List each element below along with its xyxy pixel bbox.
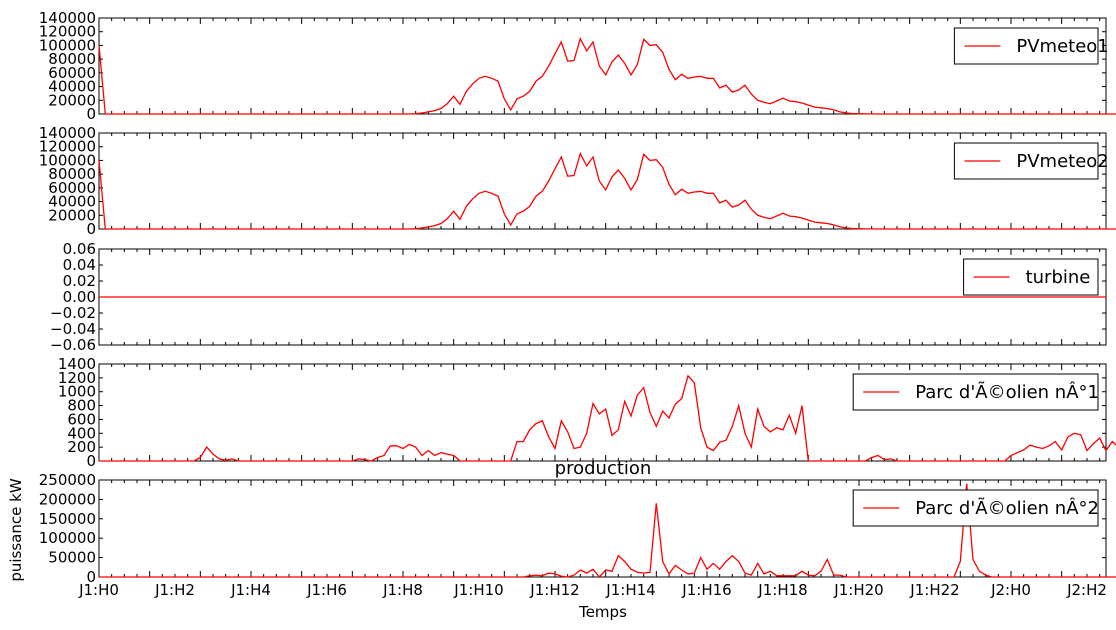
x-tick-label: J1:H22: [909, 581, 959, 599]
x-tick-label: J1:H20: [833, 581, 883, 599]
y-tick-label: 0.02: [63, 272, 96, 290]
x-tick-label: J1:H0: [78, 581, 119, 599]
legend-label: Parc d'Ã©olien nÂ°2: [915, 497, 1099, 519]
x-tick-label: J2:H2: [1066, 581, 1107, 599]
x-tick-label: J1:H18: [757, 581, 807, 599]
panel-2-frame: [98, 132, 1107, 230]
y-tick-label: 100000: [39, 36, 96, 54]
y-tick-label: 0: [86, 452, 96, 470]
y-tick-label: 20000: [48, 91, 96, 109]
y-tick-label: 0.00: [63, 288, 96, 306]
series-line-5: [99, 483, 1116, 578]
y-tick-label: 1400: [58, 355, 96, 373]
y-tick-label: 0.04: [63, 256, 96, 274]
chart-title: production: [555, 458, 652, 479]
y-tick-label: 800: [67, 397, 96, 415]
panel-1-frame: [98, 17, 1107, 115]
x-tick-label: J1:H4: [230, 581, 271, 599]
y-tick-label: 40000: [48, 78, 96, 96]
y-tick-label: 80000: [48, 50, 96, 68]
y-tick-label: 0: [86, 105, 96, 123]
y-tick-label: 0: [86, 568, 96, 586]
x-tick-label: J1:H10: [453, 581, 503, 599]
x-tick-label: J2:H0: [990, 581, 1031, 599]
y-tick-label: 600: [67, 410, 96, 428]
y-tick-label: 140000: [39, 124, 96, 142]
x-tick-label: J1:H14: [605, 581, 655, 599]
y-tick-label: 140000: [39, 9, 96, 27]
x-tick-label: J1:H8: [382, 581, 423, 599]
y-tick-label: 60000: [48, 64, 96, 82]
y-tick-label: 1200: [58, 369, 96, 387]
panel-5-frame: [98, 479, 1107, 578]
y-tick-label: 20000: [48, 206, 96, 224]
y-tick-label: 150000: [39, 510, 96, 528]
y-tick-label: 1000: [58, 383, 96, 401]
y-tick-label: −0.06: [50, 336, 96, 354]
x-axis-label: Temps: [578, 603, 627, 621]
y-tick-label: 100000: [39, 151, 96, 169]
legend-label: Parc d'Ã©olien nÂ°1: [915, 381, 1099, 403]
series-line-4: [99, 374, 1116, 462]
y-tick-label: −0.04: [50, 320, 96, 338]
y-tick-label: −0.02: [50, 304, 96, 322]
y-tick-label: 50000: [48, 549, 96, 567]
legend-label: PVmeteo1: [1016, 36, 1108, 57]
panel-4-frame: [98, 363, 1107, 462]
y-tick-label: 200: [67, 438, 96, 456]
y-tick-label: 80000: [48, 165, 96, 183]
y-tick-label: 400: [67, 424, 96, 442]
y-tick-label: 40000: [48, 193, 96, 211]
y-tick-label: 120000: [39, 23, 96, 41]
y-tick-label: 120000: [39, 138, 96, 156]
legend-label: PVmeteo2: [1016, 151, 1108, 172]
y-tick-label: 60000: [48, 179, 96, 197]
x-tick-label: J1:H2: [154, 581, 195, 599]
x-tick-label: J1:H6: [306, 581, 347, 599]
y-tick-label: 100000: [39, 529, 96, 547]
x-tick-label: J1:H12: [529, 581, 579, 599]
series-line-1: [98, 36, 1116, 115]
series-line-2: [98, 151, 1116, 230]
y-tick-label: 0.06: [63, 240, 96, 258]
legend-label: turbine: [1026, 267, 1091, 288]
y-tick-label: 200000: [39, 490, 96, 508]
y-tick-label: 0: [86, 220, 96, 238]
y-tick-label: 250000: [39, 471, 96, 489]
x-tick-label: J1:H16: [681, 581, 731, 599]
y-axis-label: puissance kW: [7, 478, 25, 581]
